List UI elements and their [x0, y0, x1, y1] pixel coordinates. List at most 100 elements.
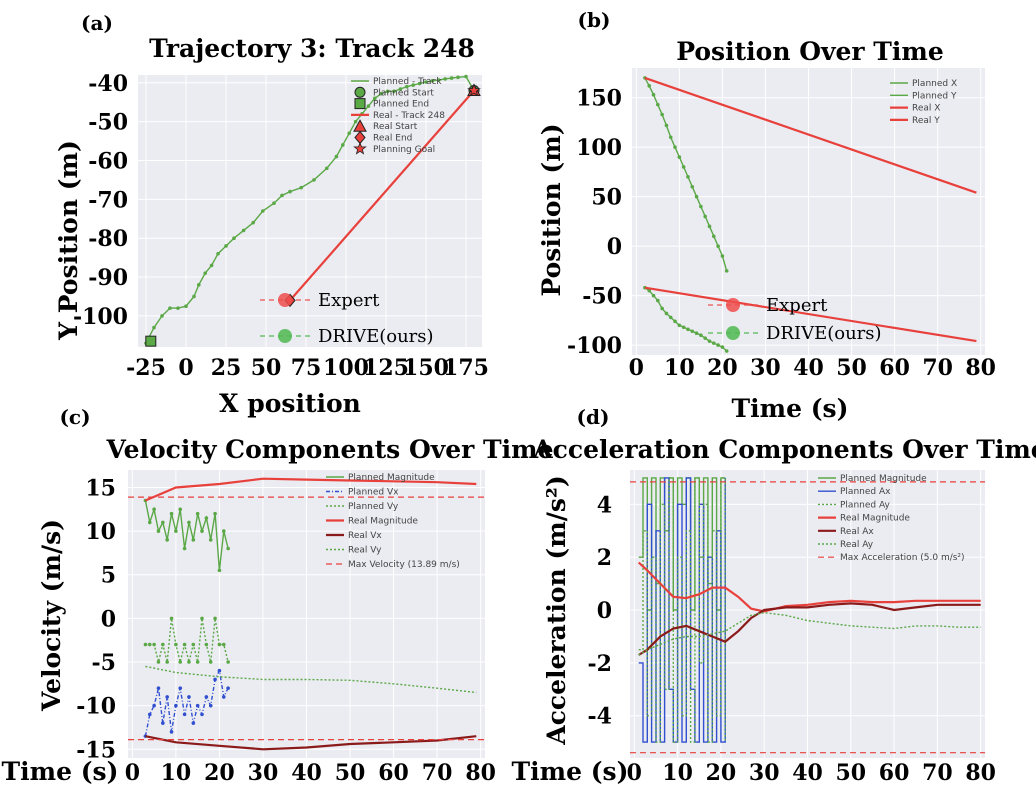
data-point: [686, 327, 690, 332]
y-tick-label: -5: [92, 650, 116, 676]
legend-entry: Planned Y: [912, 91, 957, 101]
data-point: [165, 695, 169, 699]
overlay-legend-entry: Expert: [766, 295, 828, 316]
data-point: [187, 660, 191, 664]
series-line: [644, 286, 977, 343]
chart-b: 0 10 20 30 40 50 60 70 80 150 100 50 0 -50 -100 (b) Posi…: [537, 8, 996, 423]
y-tick-label: -2: [588, 651, 612, 677]
y-tick-label: -4: [588, 704, 612, 730]
overlay-legend-entry: Expert: [318, 290, 380, 311]
overlay-swatch-dot: [726, 298, 740, 312]
data-point: [191, 538, 196, 542]
legend-entry: Real Y: [912, 116, 940, 126]
data-point: [217, 568, 222, 573]
legend-d: Planned Magnitude Planned Ax Planned Ay Rea…: [818, 474, 965, 563]
x-tick-label: 50: [251, 355, 282, 381]
y-tick-label: 50: [591, 185, 622, 211]
data-point: [261, 209, 265, 213]
panel-label: (c): [59, 405, 90, 429]
y-tick-label: -100: [73, 304, 128, 330]
x-tick-label: 20: [707, 355, 738, 381]
y-tick-label: 100: [576, 135, 622, 161]
y-tick-label: -90: [88, 265, 128, 291]
data-point: [217, 642, 222, 647]
x-tick-label: 0: [125, 760, 140, 786]
series-line: [145, 618, 229, 663]
data-point: [165, 660, 169, 664]
overlay-legend-b: Expert DRIVE(ours): [708, 295, 882, 344]
x-tick-label: 0: [627, 760, 642, 786]
legend-entry: Planned Vx: [348, 488, 399, 498]
data-point: [681, 325, 686, 330]
x-tick-label: 75: [291, 355, 322, 381]
data-point: [411, 83, 416, 87]
data-point: [147, 712, 152, 717]
x-tick-label: 10: [161, 760, 192, 786]
data-point: [168, 306, 172, 310]
data-point: [195, 511, 200, 516]
y-tick-label: -15: [76, 737, 116, 763]
data-point: [288, 189, 292, 194]
series-line: [638, 611, 981, 656]
x-tick-label: 30: [248, 760, 279, 786]
data-point: [216, 251, 220, 256]
x-tick-label: 40: [793, 355, 824, 381]
data-point: [385, 89, 390, 94]
data-point: [724, 269, 729, 273]
data-point: [221, 529, 226, 533]
data-point: [221, 695, 226, 699]
data-point: [379, 91, 384, 96]
y-tick-label: -80: [88, 226, 128, 252]
data-point: [187, 695, 191, 699]
data-point: [464, 74, 468, 79]
data-point: [178, 660, 183, 664]
x-axis-label: X position: [219, 389, 361, 418]
data-point: [232, 236, 236, 240]
x-tick-label: -25: [126, 355, 166, 381]
data-point: [213, 511, 217, 516]
legend-entry: Real Vy: [348, 546, 382, 556]
x-tick-label: 10: [664, 355, 695, 381]
y-tick-label: 0: [607, 234, 622, 260]
data-point: [405, 84, 409, 89]
data-point: [192, 294, 196, 299]
data-point: [430, 79, 435, 83]
data-point: [182, 712, 187, 717]
data-point: [353, 119, 358, 124]
y-tick-label: -40: [88, 71, 128, 97]
x-tick-label: 60: [879, 760, 910, 786]
overlay-swatch-dot: [278, 329, 292, 343]
legend-b: Planned X Planned Y Real X Real Y: [890, 79, 957, 126]
data-point: [182, 642, 187, 647]
data-point: [208, 538, 213, 542]
y-tick-label: 5: [101, 563, 116, 589]
data-point: [656, 102, 660, 107]
data-point: [373, 96, 377, 101]
y-tick-label: 10: [85, 519, 116, 545]
legend-entry: Real Magnitude: [840, 514, 910, 524]
data-point: [197, 283, 201, 287]
legend-entry: Planned Vy: [348, 502, 399, 512]
data-point: [647, 84, 652, 88]
x-tick-label: 175: [443, 355, 489, 381]
series-line: [144, 668, 229, 737]
y-tick-label: 150: [576, 86, 622, 112]
data-point: [347, 131, 352, 136]
legend-entry: Real Vx: [348, 531, 382, 541]
data-point: [690, 184, 695, 189]
data-point: [169, 616, 174, 621]
data-point: [647, 288, 652, 293]
data-point: [165, 538, 169, 542]
data-point: [160, 314, 164, 318]
data-point: [686, 175, 690, 179]
data-point: [707, 224, 712, 229]
series-line: [145, 665, 477, 694]
data-point: [208, 703, 213, 708]
data-point: [152, 703, 156, 708]
x-tick-label: 50: [335, 760, 366, 786]
x-tick-label: 70: [922, 760, 953, 786]
data-point: [694, 194, 699, 199]
series-line: [144, 477, 477, 502]
data-point: [204, 695, 209, 699]
x-tick-label: 0: [178, 355, 193, 381]
